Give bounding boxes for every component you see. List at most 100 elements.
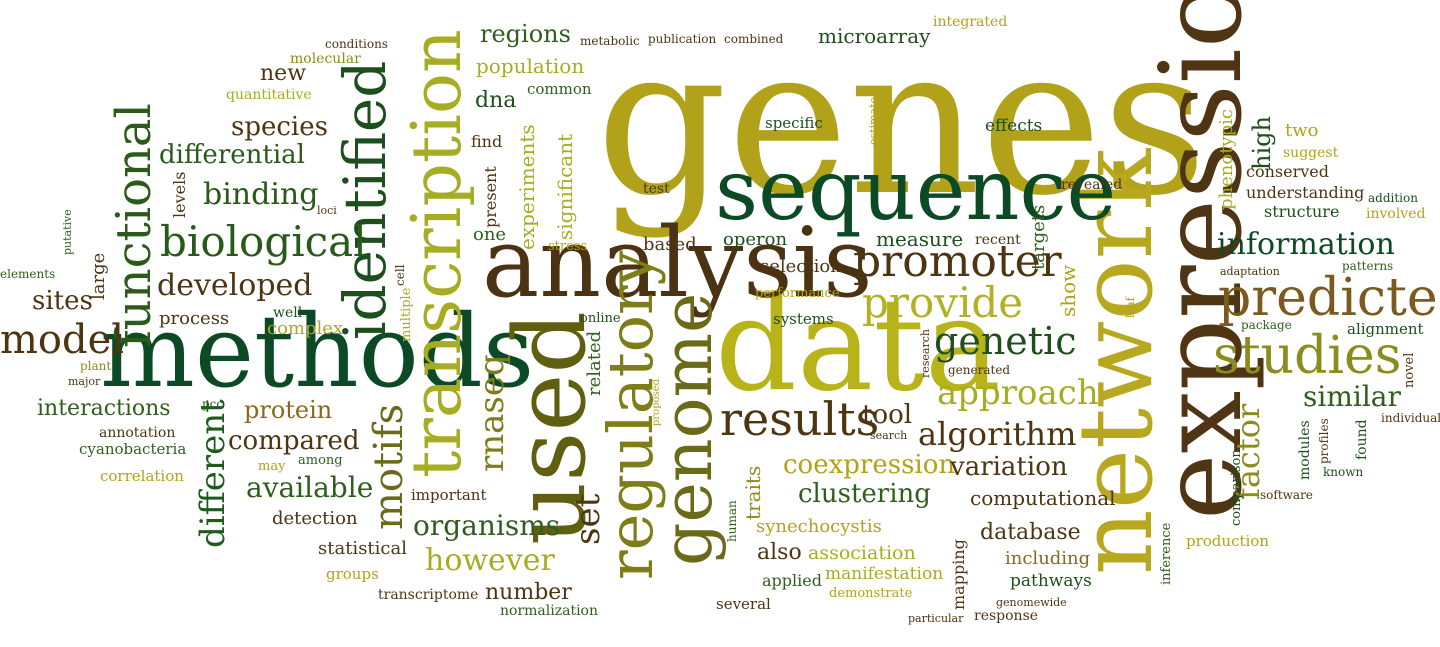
word-different: different: [193, 399, 233, 548]
word-quantitative: quantitative: [226, 87, 312, 103]
word-traits: traits: [741, 465, 765, 520]
word-conditions: conditions: [325, 37, 388, 51]
word-applied: applied: [762, 571, 822, 590]
word-experiments: experiments: [515, 124, 539, 250]
word-methods: methods: [100, 293, 535, 410]
word-genomewide: genomewide: [996, 596, 1067, 609]
word-metabolic: metabolic: [580, 34, 640, 48]
word-search: search: [870, 429, 908, 442]
word-well: well: [273, 305, 303, 321]
word-involved: involved: [1366, 206, 1426, 222]
word-particular: particular: [908, 612, 964, 625]
word-proposed: proposed: [651, 378, 662, 426]
word-sequence: sequence: [715, 141, 1117, 239]
word-systems: systems: [773, 310, 834, 328]
word-novel: novel: [1402, 352, 1417, 388]
word-two: two: [1285, 120, 1319, 141]
word-clustering: clustering: [798, 479, 931, 509]
word-significant: significant: [553, 133, 577, 240]
word-data: data: [715, 271, 1001, 420]
word-provide: provide: [862, 278, 1024, 327]
word-normalization: normalization: [500, 603, 598, 619]
word-find: find: [471, 132, 503, 151]
word-synechocystis: synechocystis: [756, 516, 882, 537]
word-statistical: statistical: [318, 538, 407, 559]
word-cyanobacteria: cyanobacteria: [79, 440, 187, 458]
word-approach: approach: [937, 373, 1099, 413]
word-identified: identified: [331, 60, 399, 340]
word-levels: levels: [170, 171, 189, 218]
word-including: including: [1005, 548, 1091, 569]
word-database: database: [980, 520, 1081, 545]
word-new: new: [260, 61, 307, 86]
word-regions: regions: [480, 20, 571, 48]
word-results: results: [720, 392, 880, 446]
word-operon: operon: [723, 229, 788, 250]
word-available: available: [246, 471, 374, 504]
word-effects: effects: [985, 116, 1043, 136]
word-production: production: [1186, 532, 1269, 550]
word-genetic: genetic: [934, 319, 1077, 363]
word-inference: inference: [1159, 522, 1174, 585]
word-dna: dna: [475, 88, 517, 113]
word-large: large: [88, 252, 109, 300]
word-tool: tool: [862, 400, 913, 430]
word-found: found: [1354, 419, 1370, 460]
word-selection: selection: [760, 256, 842, 277]
word-known: known: [1323, 465, 1364, 479]
word-package: package: [1241, 318, 1292, 332]
word-understanding: understanding: [1246, 183, 1365, 202]
word-several: several: [716, 595, 771, 613]
word-modules: modules: [1297, 420, 1313, 480]
word-suggest: suggest: [1283, 145, 1339, 161]
word-population: population: [476, 54, 585, 78]
word-related: related: [584, 330, 605, 396]
word-cell: cell: [393, 264, 407, 287]
word-process: process: [159, 308, 230, 329]
word-biological: biological: [160, 217, 367, 266]
word-phenotypic: phenotypic: [1216, 109, 1237, 210]
word-protein: protein: [244, 396, 333, 424]
word-show: show: [1056, 264, 1080, 317]
word-genes: genes: [596, 3, 1208, 241]
word-combined: combined: [724, 32, 784, 46]
word-revealed: revealed: [1061, 177, 1123, 193]
word-adaptation: adaptation: [1220, 265, 1280, 278]
word-organisms: organisms: [413, 509, 561, 542]
word-loci: loci: [317, 204, 337, 217]
word-motifs: motifs: [366, 403, 412, 530]
word-common: common: [527, 80, 592, 98]
word-putative: putative: [61, 209, 74, 255]
word-based: based: [643, 234, 697, 255]
word-comparison: comparison: [1229, 449, 1244, 526]
word-algorithm: algorithm: [918, 415, 1077, 453]
word-conserved: conserved: [1246, 162, 1329, 181]
word-number: number: [485, 580, 572, 605]
word-online: online: [580, 311, 621, 326]
word-however: however: [425, 543, 555, 578]
word-predicted: predicted: [1218, 268, 1440, 328]
word-present: present: [481, 166, 500, 228]
word-similar: similar: [1303, 380, 1401, 413]
word-interactions: interactions: [37, 396, 171, 421]
word-addition: addition: [1368, 191, 1418, 205]
word-also: also: [757, 540, 802, 565]
word-molecular: molecular: [290, 51, 361, 67]
word-elements: elements: [0, 267, 56, 281]
word-transcription: transcription: [398, 29, 477, 478]
word-annotation: annotation: [99, 425, 176, 441]
word-specific: specific: [765, 114, 823, 132]
word-publication: publication: [648, 32, 717, 46]
word-set: set: [568, 493, 608, 545]
word-information: information: [1217, 227, 1395, 262]
word-pathways: pathways: [1010, 571, 1092, 591]
word-major: major: [68, 375, 101, 388]
word-integrated: integrated: [933, 14, 1008, 30]
word-binding: binding: [203, 177, 319, 212]
word-compared: compared: [228, 426, 360, 456]
word-detection: detection: [272, 508, 358, 529]
word-species: species: [231, 112, 328, 142]
word-association: association: [808, 542, 916, 564]
word-among: among: [298, 453, 343, 468]
word-test: test: [643, 181, 670, 197]
